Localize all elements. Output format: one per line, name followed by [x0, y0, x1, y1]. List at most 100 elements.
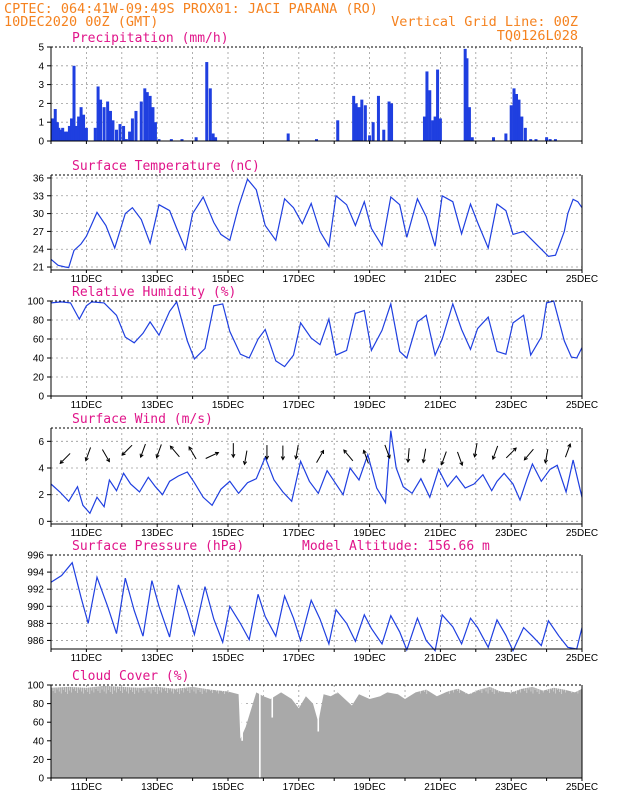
wind-arrow-shaft	[564, 443, 571, 458]
x-tick-label: 21DEC	[424, 782, 456, 793]
precip-bar	[93, 127, 97, 141]
precip-bar	[363, 105, 367, 141]
y-tick-label: 4	[38, 61, 44, 72]
wind-arrow-head	[421, 458, 426, 464]
precip-bar	[99, 99, 103, 141]
y-tick-label: 990	[27, 602, 44, 613]
wind-arrow-head	[320, 449, 325, 455]
precip-bar	[545, 137, 549, 141]
wind-arrow-shaft	[474, 443, 478, 457]
wind-arrow	[543, 449, 549, 464]
precip-bar	[390, 103, 394, 141]
precip-bar	[382, 129, 386, 141]
rh-series-line	[50, 300, 583, 368]
panel-subtitle: Model Altitude: 156.66 m	[302, 539, 490, 554]
y-tick-label: 994	[27, 568, 44, 579]
precip-bar	[286, 133, 290, 141]
precip-bar	[96, 86, 100, 141]
precip-bar	[315, 139, 318, 141]
x-tick-label: 23DEC	[495, 782, 527, 793]
wind-arrow	[188, 446, 197, 460]
wind-arrow-head	[264, 455, 270, 461]
x-tick-label: 17DEC	[283, 653, 315, 664]
wind-arrow	[472, 443, 478, 458]
y-tick-label: 0	[38, 774, 44, 785]
wind-arrow-head	[59, 459, 64, 465]
precip-bar	[371, 122, 375, 141]
wind-arrow	[421, 448, 427, 464]
wind-arrow-head	[169, 445, 174, 450]
y-tick-label: 60	[33, 335, 45, 346]
panel-title: Cloud Cover (%)	[72, 669, 189, 684]
y-tick-label: 30	[33, 209, 45, 220]
y-tick-label: 40	[33, 736, 45, 747]
precip-bar	[53, 109, 57, 141]
x-tick-label: 15DEC	[212, 400, 244, 411]
header-model-id: TQ0126L028	[497, 28, 578, 44]
x-tick-label: 25DEC	[566, 274, 598, 285]
wind-arrow-shaft	[205, 452, 219, 459]
y-tick-label: 20	[33, 755, 45, 766]
precip-bar	[118, 124, 122, 141]
precip-bar	[194, 137, 198, 141]
y-tick-label: 0	[38, 137, 44, 148]
cloud-area	[51, 685, 582, 778]
precip-bar	[77, 116, 81, 141]
x-tick-label: 11DEC	[71, 400, 103, 411]
wind-arrow-shaft	[407, 448, 410, 463]
x-tick-label: 11DEC	[71, 528, 103, 539]
precip-bar	[509, 105, 513, 141]
x-tick-label: 23DEC	[495, 528, 527, 539]
y-tick-label: 24	[33, 245, 45, 256]
wind-arrow	[121, 444, 133, 456]
header-grid-info: Vertical Grid Line: 00Z	[391, 14, 578, 30]
wind-arrow-shaft	[188, 446, 197, 460]
x-tick-label: 13DEC	[141, 782, 173, 793]
x-tick-label: 13DEC	[141, 400, 173, 411]
precip-bar	[368, 135, 372, 141]
wind-arrow-head	[155, 454, 160, 459]
precip-bar	[84, 127, 88, 141]
precip-bar	[59, 129, 63, 141]
precip-bar	[208, 88, 212, 141]
wind-arrow-head	[523, 456, 528, 461]
wind-arrow	[457, 451, 464, 467]
precip-bar	[145, 92, 149, 141]
panel-title: Surface Pressure (hPa)	[72, 539, 244, 554]
wind-arrow-head	[567, 443, 572, 448]
y-tick-label: 0	[38, 392, 44, 403]
precip-bar	[433, 116, 437, 141]
wind-arrow	[242, 450, 248, 466]
precip-bar	[529, 139, 533, 141]
header-line1: CPTEC: 064:41W-09:49S PROX01: JACI PARAN…	[4, 1, 378, 17]
x-tick-label: 17DEC	[283, 528, 315, 539]
precip-bar	[523, 127, 527, 141]
panel-cloud: 0 20 40 60 80 100 11DEC 13DEC 15DEC 17DEC 19DEC 21D…	[27, 669, 598, 793]
precip-bar	[357, 107, 361, 141]
wind-arrow	[294, 444, 299, 460]
x-tick-label: 17DEC	[283, 400, 315, 411]
wind-arrow-shaft	[243, 450, 248, 465]
precip-bar	[51, 118, 55, 141]
x-tick-label: 25DEC	[566, 653, 598, 664]
y-tick-label: 996	[27, 551, 44, 562]
wind-arrow-head	[139, 453, 144, 459]
y-tick-label: 100	[27, 297, 44, 308]
wind-arrow-head	[294, 455, 299, 460]
precip-bar	[151, 107, 155, 141]
wind-series-line	[50, 430, 583, 515]
precip-bar	[520, 116, 524, 141]
wind-arrow-head	[188, 446, 193, 451]
precip-bar	[515, 94, 519, 141]
x-tick-label: 11DEC	[71, 653, 103, 664]
precip-bar	[70, 118, 74, 141]
precip-bar	[106, 101, 110, 141]
precip-bar	[72, 65, 76, 141]
wind-arrow	[440, 451, 447, 466]
precip-bar	[360, 99, 364, 141]
wind-arrow-shaft	[544, 449, 549, 463]
y-tick-label: 3	[38, 80, 44, 91]
wind-arrow-shaft	[170, 445, 180, 458]
x-tick-label: 25DEC	[566, 782, 598, 793]
precip-bar	[467, 107, 471, 141]
